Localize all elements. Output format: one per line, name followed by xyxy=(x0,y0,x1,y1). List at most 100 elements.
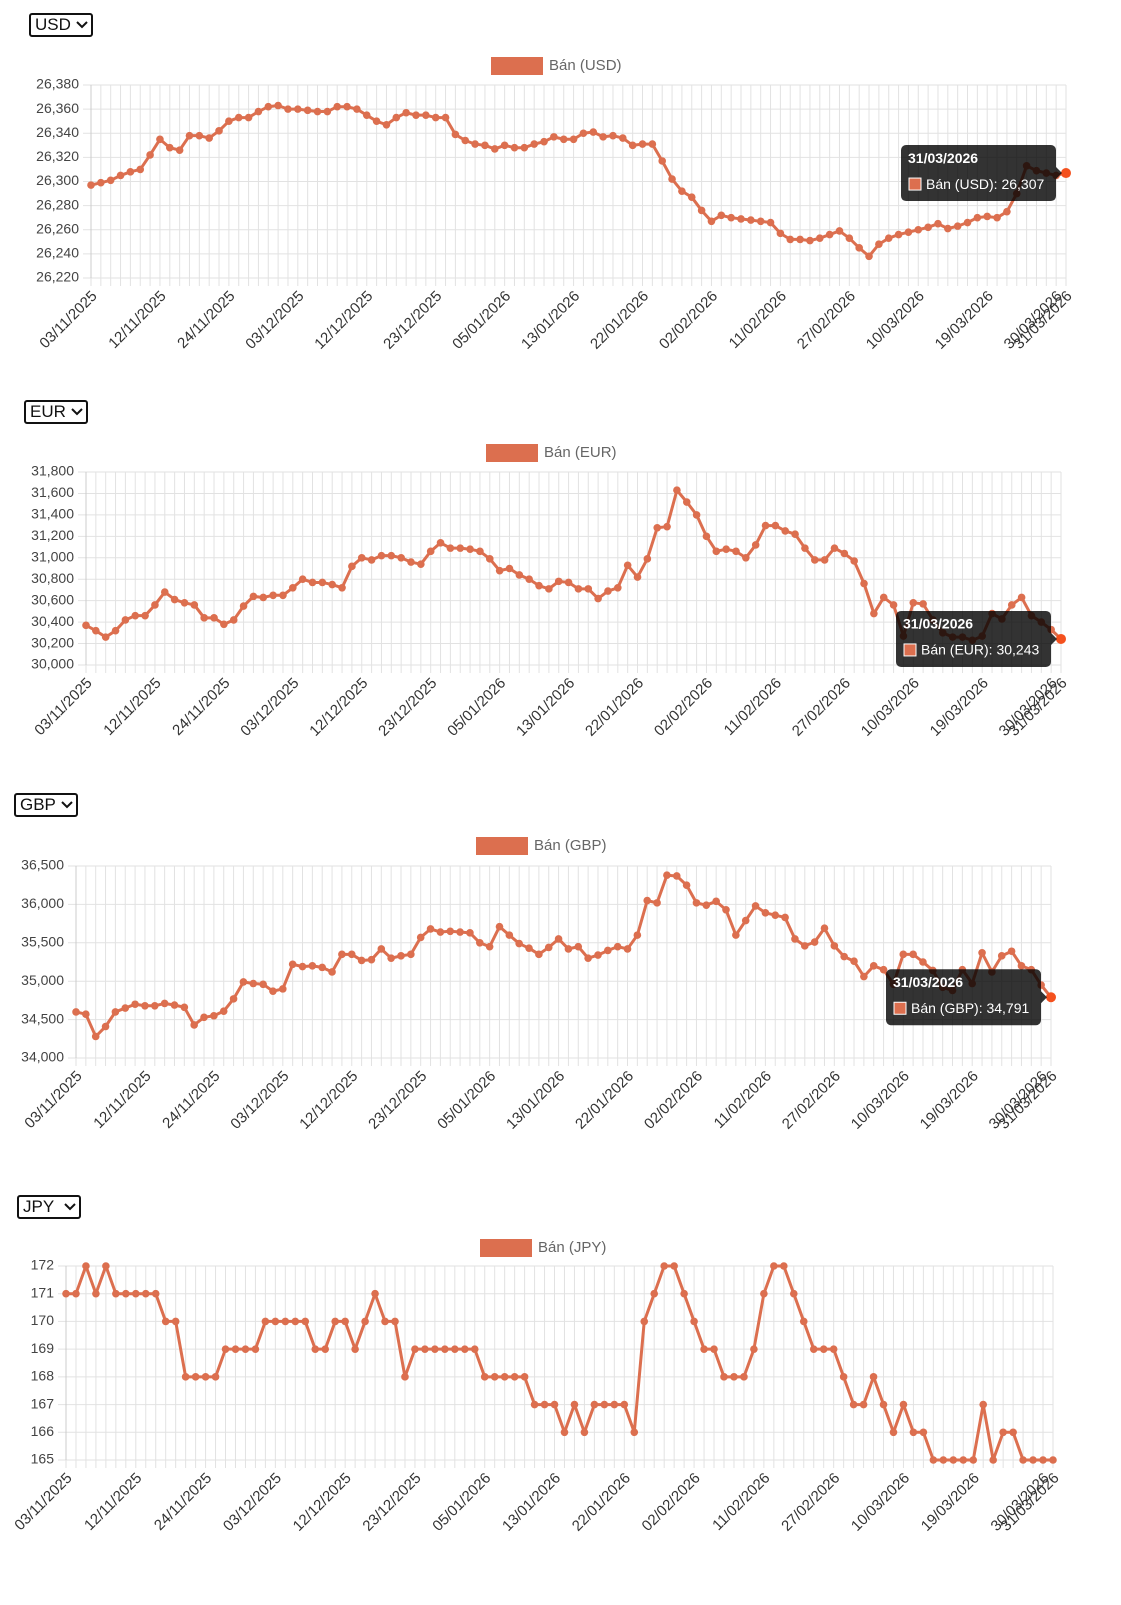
x-tick-label: 10/03/2026 xyxy=(863,288,928,353)
data-point xyxy=(692,511,701,519)
data-point xyxy=(692,899,701,907)
data-point xyxy=(660,1262,668,1270)
data-point xyxy=(407,950,415,959)
data-point xyxy=(710,1345,718,1353)
data-point xyxy=(456,928,464,936)
series-line xyxy=(66,1264,1053,1462)
data-point xyxy=(722,905,730,914)
data-point xyxy=(545,585,553,593)
data-point xyxy=(919,958,927,966)
y-tick-label: 26,240 xyxy=(36,245,79,261)
data-point xyxy=(249,979,258,988)
data-point xyxy=(614,584,622,592)
x-tick-label: 05/01/2026 xyxy=(444,675,509,740)
x-tick-label: 24/11/2025 xyxy=(159,1068,223,1132)
y-tick-label: 30,400 xyxy=(31,613,74,629)
data-point xyxy=(589,128,598,136)
data-point xyxy=(82,1262,90,1270)
currency-select[interactable]: EUR xyxy=(24,400,88,424)
data-point xyxy=(387,954,395,962)
data-point xyxy=(730,1373,738,1381)
data-point xyxy=(953,222,962,230)
data-point xyxy=(869,962,878,970)
data-point xyxy=(781,527,790,535)
x-tick-label: 11/02/2026 xyxy=(721,675,785,739)
data-point xyxy=(229,616,238,624)
data-point xyxy=(722,545,730,553)
data-point xyxy=(889,1428,898,1437)
data-point xyxy=(122,1289,130,1298)
data-point xyxy=(480,1373,489,1381)
tooltip-caret xyxy=(1041,991,1047,1004)
data-point xyxy=(341,1317,349,1326)
data-point xyxy=(377,551,386,560)
x-tick-label: 03/12/2025 xyxy=(227,1068,292,1133)
data-point xyxy=(220,620,228,629)
data-point xyxy=(170,595,179,604)
data-point xyxy=(426,925,435,933)
data-point xyxy=(476,547,484,556)
data-point xyxy=(914,225,923,234)
data-point xyxy=(732,547,740,556)
data-point xyxy=(630,1428,639,1437)
data-point xyxy=(830,942,839,950)
data-point xyxy=(510,1373,519,1381)
x-tick-label: 10/03/2026 xyxy=(848,1470,913,1535)
data-point xyxy=(101,633,110,641)
data-point xyxy=(1061,168,1071,179)
data-point xyxy=(520,143,529,152)
data-point xyxy=(505,931,514,939)
data-point xyxy=(436,538,445,547)
currency-select[interactable]: GBP xyxy=(14,793,78,817)
x-tick-label: 13/01/2026 xyxy=(499,1470,564,1535)
data-point xyxy=(756,217,765,226)
data-point xyxy=(353,105,361,113)
x-tick-label: 12/11/2025 xyxy=(105,288,169,352)
data-point xyxy=(776,229,785,238)
data-point xyxy=(628,141,637,150)
data-point xyxy=(1003,207,1011,216)
data-point xyxy=(111,626,120,635)
data-point xyxy=(525,575,533,584)
data-point xyxy=(210,1011,218,1020)
data-point xyxy=(515,939,523,948)
legend-label: Bán (JPY) xyxy=(538,1239,606,1256)
data-point xyxy=(466,545,474,553)
currency-select[interactable]: USD xyxy=(29,13,93,37)
data-point xyxy=(490,1373,499,1381)
data-point xyxy=(328,580,337,589)
chart: 34,000 34,500 35,000 35,500 36,000 36,500 03/1… xyxy=(21,837,1060,1133)
tooltip-swatch xyxy=(903,643,917,657)
data-point xyxy=(234,113,243,122)
y-tick-label: 31,000 xyxy=(31,548,74,564)
data-point xyxy=(700,1345,708,1353)
data-point xyxy=(407,558,415,566)
data-point xyxy=(141,1001,149,1010)
data-point xyxy=(156,135,164,144)
data-point xyxy=(1009,1428,1017,1437)
data-point xyxy=(106,176,115,185)
currency-select[interactable]: JPY xyxy=(17,1195,81,1219)
x-tick-label: 13/01/2026 xyxy=(513,675,578,740)
data-point xyxy=(643,896,652,905)
data-point xyxy=(333,102,342,111)
data-point xyxy=(791,530,799,538)
y-tick-label: 30,600 xyxy=(31,591,74,607)
data-point xyxy=(200,1013,208,1022)
tooltip-box xyxy=(896,610,1051,667)
data-point xyxy=(849,1400,858,1409)
data-point xyxy=(392,113,401,122)
data-point xyxy=(101,1022,110,1031)
data-point xyxy=(301,1317,310,1326)
data-point xyxy=(136,165,145,174)
y-tick-label: 170 xyxy=(31,1312,55,1328)
data-point xyxy=(160,588,169,596)
data-point xyxy=(702,532,711,541)
y-tick-label: 26,380 xyxy=(36,76,79,92)
data-point xyxy=(289,584,297,592)
data-point xyxy=(131,611,140,620)
data-point xyxy=(781,913,789,922)
data-point xyxy=(485,555,494,563)
data-point xyxy=(574,942,583,951)
